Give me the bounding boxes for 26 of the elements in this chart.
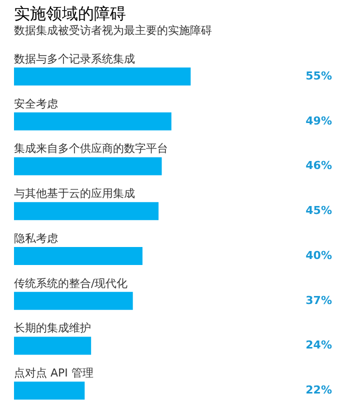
y-tick-label: 安全考虑 [14,97,58,110]
y-tick-label: 数据与多个记录系统集成 [14,52,135,66]
y-tick-label: 长期的集成维护 [14,322,91,335]
bar [14,246,142,265]
data-label: 55% [306,69,332,82]
bar [14,67,191,86]
data-label: 24% [306,338,332,352]
bar [14,157,162,176]
y-tick-label: 传统系统的整合/现代化 [14,276,128,290]
data-label: 37% [306,294,332,307]
data-label: 22% [306,384,332,397]
bar [14,336,92,355]
y-tick-label: 点对点 API 管理 [14,366,94,380]
data-label: 45% [306,204,332,218]
y-tick-label: 集成来自多个供应商的数字平台 [14,142,168,156]
bar [14,382,85,400]
chart-title: 实施领域的障碍 [14,4,126,23]
y-tick-label: 隐私考虑 [14,232,58,245]
chart-subtitle: 数据集成被受访者视为最主要的实施障碍 [14,24,212,37]
data-label: 40% [306,248,332,262]
y-tick-label: 与其他基于云的应用集成 [14,187,135,200]
data-label: 46% [306,159,332,172]
bar [14,112,172,130]
bar [14,202,159,220]
data-label: 49% [306,114,332,128]
bar [14,292,133,310]
